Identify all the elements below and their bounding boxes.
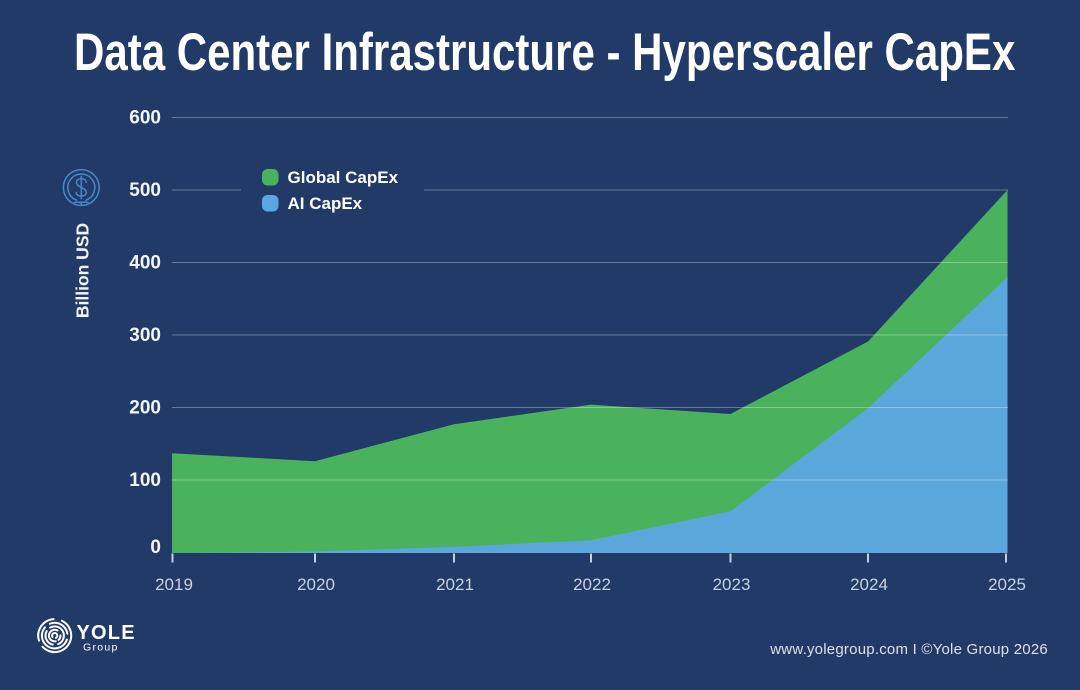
svg-text:YOLE: YOLE <box>77 622 136 644</box>
svg-text:Billion USD: Billion USD <box>72 223 92 318</box>
svg-text:300: 300 <box>129 325 161 346</box>
svg-text:500: 500 <box>129 180 161 201</box>
svg-text:AI CapEx: AI CapEx <box>288 194 363 213</box>
svg-text:2021: 2021 <box>436 575 474 594</box>
svg-text:400: 400 <box>129 252 161 273</box>
svg-text:0: 0 <box>150 537 161 558</box>
svg-text:Group: Group <box>83 642 119 654</box>
svg-text:2019: 2019 <box>155 575 193 594</box>
svg-text:200: 200 <box>129 397 161 418</box>
svg-text:Global CapEx: Global CapEx <box>288 168 399 187</box>
svg-text:2024: 2024 <box>850 575 888 594</box>
svg-text:100: 100 <box>129 470 161 491</box>
svg-text:2023: 2023 <box>713 575 751 594</box>
svg-text:600: 600 <box>129 107 161 128</box>
svg-text:2020: 2020 <box>297 575 335 594</box>
svg-text:2022: 2022 <box>573 575 611 594</box>
svg-text:www.yolegroup.com I ©Yole Grou: www.yolegroup.com I ©Yole Group 2026 <box>769 641 1048 658</box>
svg-text:2025: 2025 <box>988 575 1026 594</box>
